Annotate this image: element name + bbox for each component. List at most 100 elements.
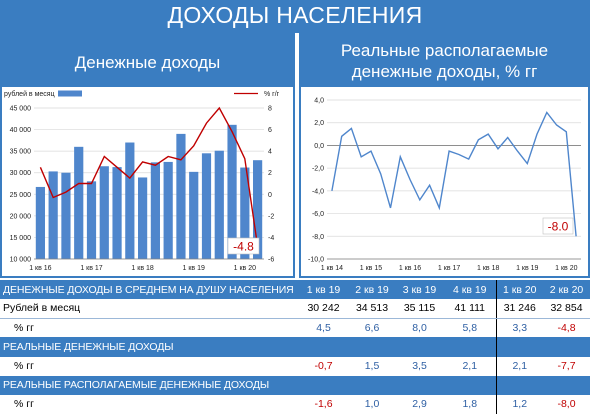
table-cell: 34 513 xyxy=(349,299,395,319)
bar xyxy=(201,153,212,259)
row-label: % гг xyxy=(0,356,298,376)
x-tick-label: 1 кв 18 xyxy=(131,265,153,272)
column-header: 2 кв 19 xyxy=(349,280,395,300)
table-cell: 1,8 xyxy=(444,394,496,414)
table-cell: -0,7 xyxy=(298,356,349,376)
column-header: 1 кв 19 xyxy=(298,280,349,300)
last-value-box xyxy=(227,237,260,255)
y-tick-label: 35 000 xyxy=(10,149,32,156)
table-cell: 35 115 xyxy=(395,299,444,319)
table-cell: -8,0 xyxy=(543,394,590,414)
legend-bar-label: рублей в месяц xyxy=(4,90,55,98)
column-header: 4 кв 19 xyxy=(444,280,496,300)
y-tick-label: 10 000 xyxy=(10,257,32,264)
table-cell: 1,0 xyxy=(349,394,395,414)
y-tick-label: -6,0 xyxy=(312,211,324,218)
table-cell: 5,8 xyxy=(444,318,496,338)
y2-tick-label: 4 xyxy=(268,149,272,156)
y-tick-label: -2,0 xyxy=(312,166,324,173)
table-cell: 1,2 xyxy=(495,394,543,414)
y2-tick-label: 2 xyxy=(268,170,272,177)
table-cell: 8,0 xyxy=(395,318,444,338)
right-panel-title: Реальные располагаемые денежные доходы, … xyxy=(299,33,590,85)
y-tick-label: 0,0 xyxy=(314,143,324,150)
y2-tick-label: -2 xyxy=(268,213,274,220)
x-tick-label: 1 кв 16 xyxy=(399,265,421,272)
section-title-real-income: РЕАЛЬНЫЕ ДЕНЕЖНЫЕ ДОХОДЫ xyxy=(0,337,298,357)
table-cell: -1,6 xyxy=(298,394,349,414)
real-income-chart: 4,0 2,0 0,0 -2,0 -4,0 -6,0 -8,0 -10,01 кв 14 1 к… xyxy=(301,87,588,276)
bar xyxy=(125,142,135,259)
bar xyxy=(253,160,263,259)
page-title: ДОХОДЫ НАСЕЛЕНИЯ xyxy=(167,2,423,28)
table-cell: 6,6 xyxy=(349,318,395,338)
bar xyxy=(35,186,45,259)
x-tick-label: 1 кв 20 xyxy=(234,265,256,272)
x-tick-label: 1 кв 20 xyxy=(555,265,577,272)
table-row-real-disposable-income-pct: % гг -1,6 1,0 2,9 1,8 1,2 -8,0 xyxy=(0,394,590,414)
table-cell: 2,9 xyxy=(395,394,444,414)
bar xyxy=(74,146,84,259)
table-cell: -4,8 xyxy=(543,318,590,338)
y2-tick-label: -4 xyxy=(268,235,274,242)
y-tick-label: -8,0 xyxy=(312,234,324,241)
table-cell: 2,1 xyxy=(444,356,496,376)
y-tick-label: 40 000 xyxy=(10,127,32,134)
table-cell: 1,5 xyxy=(349,356,395,376)
legend-bar-swatch xyxy=(58,90,82,97)
table-cell: -7,7 xyxy=(543,356,590,376)
y2-tick-label: 6 xyxy=(268,127,272,134)
series-line xyxy=(39,106,259,247)
y2-tick-label: 8 xyxy=(268,106,272,113)
series-line xyxy=(331,111,577,237)
y-tick-label: 45 000 xyxy=(10,106,32,113)
last-value-label: -4.8 xyxy=(233,240,254,254)
left-panel-title-text: Денежные доходы xyxy=(74,52,221,72)
x-tick-label: 1 кв 16 xyxy=(29,265,51,272)
real-income-chart-frame: 4,0 2,0 0,0 -2,0 -4,0 -6,0 -8,0 -10,0 1 кв 14 1 к… xyxy=(299,85,590,278)
x-tick-label: 1 кв 18 xyxy=(477,265,499,272)
x-tick-label: 1 кв 15 xyxy=(360,265,382,272)
left-panel-title: Денежные доходы xyxy=(0,33,295,85)
y-tick-label: 2,0 xyxy=(314,120,324,127)
y-tick-label: 4,0 xyxy=(314,98,324,105)
bar xyxy=(112,167,122,259)
right-panel-title-text: Реальные располагаемые денежные доходы, … xyxy=(341,40,548,82)
bar xyxy=(99,166,109,259)
last-value-box xyxy=(542,217,574,235)
x-tick-label: 1 кв 19 xyxy=(516,265,538,272)
y2-tick-label: 0 xyxy=(268,192,272,199)
y-tick-label: 25 000 xyxy=(10,192,32,199)
bar xyxy=(163,161,173,259)
x-tick-label: 1 кв 17 xyxy=(438,265,460,272)
bar xyxy=(214,150,224,259)
table-row-money-income-pct: % гг 4,5 6,6 8,0 5,8 3,3 -4,8 xyxy=(0,318,590,338)
legend-line-label: % г/г xyxy=(264,91,280,98)
right-panel-title-line1: Реальные располагаемые xyxy=(340,41,549,60)
table-section-real-disposable-income: РЕАЛЬНЫЕ РАСПОЛАГАЕМЫЕ ДЕНЕЖНЫЕ ДОХОДЫ xyxy=(0,375,590,395)
table-cell: 2,1 xyxy=(495,356,543,376)
table-cell: 30 242 xyxy=(298,299,349,319)
x-tick-label: 1 кв 19 xyxy=(183,265,205,272)
y2-tick-label: -6 xyxy=(268,257,274,264)
bar xyxy=(189,171,199,259)
income-chart-frame: 45 000 40 000 35 000 30 000 25 000 20 000 15 0… xyxy=(0,85,295,278)
title-bar: ДОХОДЫ НАСЕЛЕНИЯ xyxy=(0,0,590,33)
income-table: ДЕНЕЖНЫЕ ДОХОДЫ В СРЕДНЕМ НА ДУШУ НАСЕЛЕ… xyxy=(0,280,590,414)
table-cell: 31 246 xyxy=(495,299,543,319)
y-tick-label: 30 000 xyxy=(10,170,32,177)
table-cell: 32 854 xyxy=(543,299,590,319)
y-tick-label: -10,0 xyxy=(308,257,324,264)
bar xyxy=(176,133,186,259)
section-title-money-income: ДЕНЕЖНЫЕ ДОХОДЫ В СРЕДНЕМ НА ДУШУ НАСЕЛЕ… xyxy=(0,280,298,300)
last-value-label: -8.0 xyxy=(548,220,569,234)
table-section-real-income: РЕАЛЬНЫЕ ДЕНЕЖНЫЕ ДОХОДЫ xyxy=(0,337,590,357)
row-label: Рублей в месяц xyxy=(0,299,298,319)
table-header-row: ДЕНЕЖНЫЕ ДОХОДЫ В СРЕДНЕМ НА ДУШУ НАСЕЛЕ… xyxy=(0,280,590,300)
table-cell: 4,5 xyxy=(298,318,349,338)
right-panel-title-line2: денежные доходы, % гг xyxy=(351,62,538,81)
table-cell: 3,5 xyxy=(395,356,444,376)
y-tick-label: -4,0 xyxy=(312,188,324,195)
bar xyxy=(61,172,71,259)
